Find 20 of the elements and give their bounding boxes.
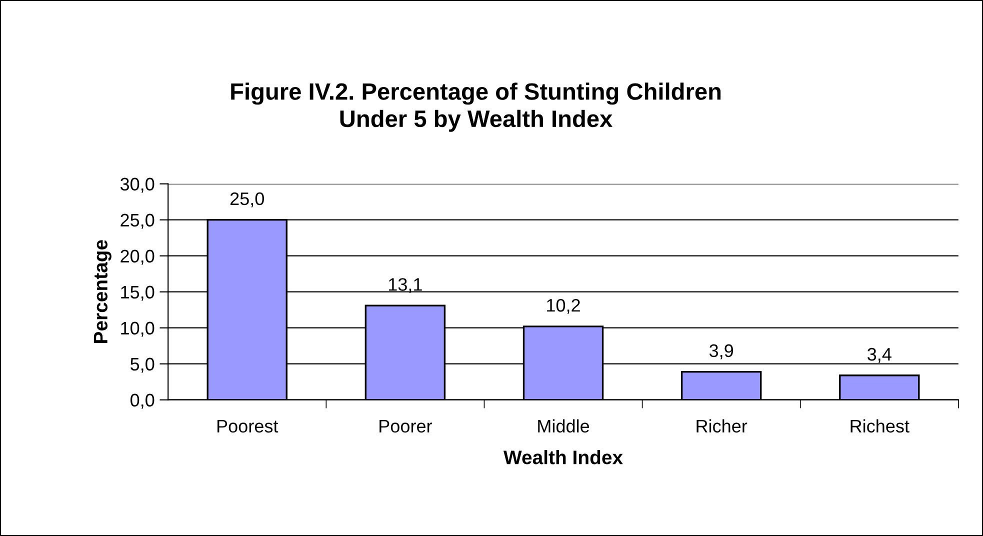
y-tick-label: 25,0 (120, 214, 154, 229)
x-tick-label: Poorer (380, 420, 432, 433)
chart-title: Figure IV.2. Percentage of Stunting Children Under 5 by Wealth Index (231, 82, 721, 132)
data-label: 3,4 (868, 348, 892, 363)
y-tick-label: 20,0 (120, 250, 154, 265)
x-axis-title: Wealth Index (503, 450, 623, 464)
y-tick-label: 10,0 (121, 322, 154, 337)
x-tick-label: Richest (850, 419, 910, 433)
x-tick-label: Poorest (217, 420, 278, 433)
data-label: 10,2 (547, 298, 580, 314)
y-tick-label: 30,0 (120, 178, 154, 193)
x-tick-label: Richer (696, 419, 748, 433)
data-label: 3,9 (709, 344, 734, 360)
data-label: 25,0 (230, 192, 264, 208)
x-tick-label: Middle (538, 419, 590, 433)
data-label: 13,1 (389, 278, 422, 293)
y-tick-label: 15,0 (121, 286, 154, 301)
y-tick-label: 0,0 (130, 394, 154, 409)
y-axis-title: Percentage (94, 240, 112, 343)
y-tick-label: 5,0 (130, 358, 154, 373)
